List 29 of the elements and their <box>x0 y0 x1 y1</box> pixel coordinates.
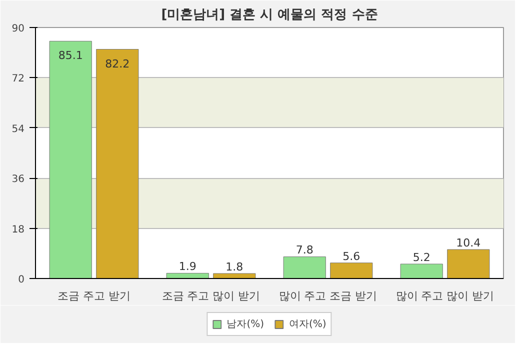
bar <box>330 262 373 278</box>
bar <box>166 272 209 278</box>
data-label: 5.2 <box>412 251 430 264</box>
bar <box>96 49 139 278</box>
data-label: 85.1 <box>58 49 83 62</box>
bar <box>213 273 256 278</box>
x-tick-label: 많이 주고 조금 받기 <box>278 290 378 302</box>
y-tick-label: 54 <box>12 124 25 135</box>
chart-title: [미혼남녀] 결혼 시 예물의 적정 수준 <box>161 8 378 22</box>
x-tick-label: 많이 주고 많이 받기 <box>396 290 494 302</box>
x-tick-label: 조금 주고 받기 <box>58 290 131 302</box>
legend-label: 여자(%) <box>289 318 326 331</box>
data-label: 1.8 <box>226 260 244 274</box>
data-label: 5.6 <box>342 250 360 263</box>
bar <box>447 249 490 278</box>
data-label: 7.8 <box>296 244 314 257</box>
bar <box>49 40 92 278</box>
data-label: 82.2 <box>105 57 130 70</box>
bar <box>400 264 443 278</box>
y-tick-label: 36 <box>12 174 25 186</box>
y-tick-label: 90 <box>12 24 25 34</box>
data-label: 10.4 <box>456 236 481 250</box>
x-tick-label: 조금 주고 많이 받기 <box>162 290 260 302</box>
bar <box>283 256 326 278</box>
y-tick-label: 18 <box>12 224 25 236</box>
legend-label: 남자(%) <box>226 318 264 331</box>
y-tick-label: 72 <box>12 74 25 85</box>
data-label: 1.9 <box>178 260 196 274</box>
y-tick-label: 0 <box>18 274 25 286</box>
